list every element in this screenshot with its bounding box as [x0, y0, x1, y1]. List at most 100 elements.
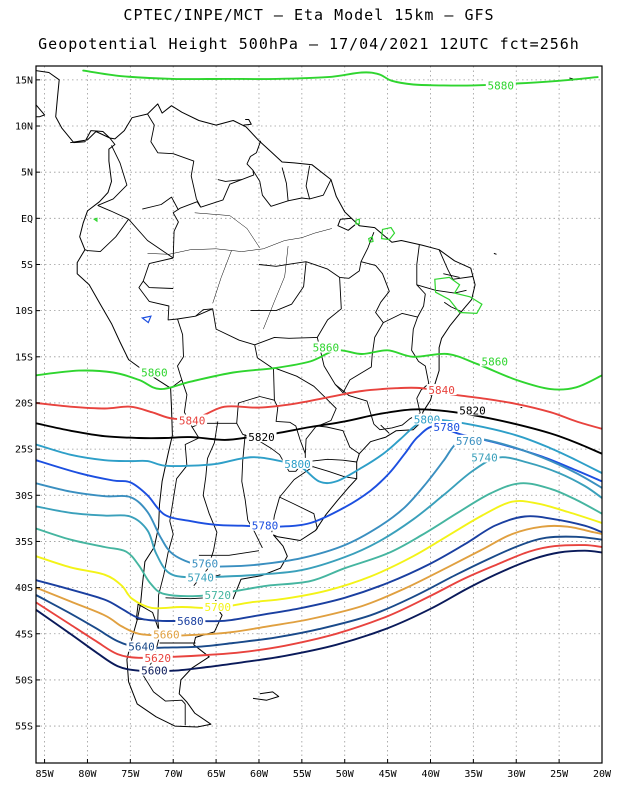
- lat-tick-label: 15S: [15, 352, 33, 363]
- closed-contour: [380, 226, 396, 241]
- contour-labels: 5880586058605860584058405820582058005800…: [126, 79, 516, 678]
- lon-tick-label: 25W: [550, 769, 569, 780]
- contour-line-5800: [36, 418, 602, 485]
- contour-label-bg: [249, 519, 280, 531]
- river-line: [194, 212, 261, 249]
- contour-label: 5860: [141, 366, 168, 379]
- border-line: [200, 140, 262, 208]
- closed-contour: [368, 235, 374, 244]
- contour-label: 5760: [192, 558, 219, 571]
- border-line: [142, 280, 174, 289]
- lon-tick-label: 65W: [207, 769, 226, 780]
- river-line: [212, 250, 232, 304]
- border-line: [198, 550, 260, 556]
- contour-line-5640: [36, 535, 602, 650]
- lat-tick-label: 35S: [15, 537, 33, 548]
- contour-label: 5660: [153, 629, 180, 642]
- contour-label: 5700: [205, 601, 232, 614]
- map-frame: [35, 65, 603, 764]
- border-line: [138, 257, 178, 321]
- contour-label-bg: [151, 628, 182, 640]
- contour-label: 5840: [179, 415, 206, 428]
- coastline: [243, 119, 252, 126]
- lon-tick-label: 60W: [250, 769, 269, 780]
- contour-line-5740: [36, 456, 602, 579]
- contour-label-bg: [139, 664, 170, 676]
- contour-line-5720: [36, 482, 602, 598]
- contour-label: 5780: [434, 421, 461, 434]
- border-line: [416, 284, 467, 294]
- contour-label-bg: [202, 588, 233, 600]
- border-line: [373, 412, 421, 431]
- lat-tick-label: 50S: [15, 675, 33, 686]
- coastline: [135, 603, 160, 633]
- lon-tick-label: 35W: [464, 769, 483, 780]
- isolated-contours: [93, 217, 483, 324]
- border-line: [241, 434, 263, 549]
- border-line: [279, 496, 318, 531]
- contour-line-5680: [36, 515, 602, 623]
- contour-line-5660: [36, 524, 602, 637]
- contour-label-bg: [426, 384, 457, 396]
- lat-tick-label: 25S: [15, 445, 33, 456]
- lat-tick-label: 40S: [15, 583, 33, 594]
- border-line: [380, 424, 390, 434]
- contour-label-bg: [189, 557, 220, 569]
- border-line: [97, 204, 129, 220]
- border-line: [97, 145, 128, 206]
- contour-label-bg: [479, 355, 510, 367]
- contour-label: 5600: [141, 665, 168, 678]
- map-data-layer: 5880586058605860584058405820582058005800…: [36, 36, 602, 728]
- contour-label-bg: [142, 651, 173, 663]
- lon-tick-label: 50W: [336, 769, 355, 780]
- country-state-borders: [84, 113, 473, 726]
- contour-line-5840: [36, 386, 602, 430]
- rivers: [147, 212, 332, 330]
- contour-label: 5780: [252, 520, 279, 533]
- coastline: [493, 252, 497, 255]
- lon-tick-label: 40W: [421, 769, 440, 780]
- contour-label: 5840: [428, 384, 455, 397]
- lat-tick-label: EQ: [21, 214, 33, 225]
- border-line: [443, 273, 460, 278]
- contour-label: 5720: [205, 589, 232, 602]
- contour-label-bg: [177, 414, 208, 426]
- lat-tick-label: 5S: [21, 260, 33, 271]
- contour-label: 5620: [145, 652, 172, 665]
- contour-label-bg: [485, 79, 516, 91]
- river-line: [147, 228, 332, 255]
- river-line: [263, 245, 289, 330]
- border-line: [217, 179, 242, 182]
- contour-line-5600: [36, 549, 602, 673]
- contour-label-bg: [126, 640, 157, 652]
- lat-tick-label: 20S: [15, 398, 33, 409]
- contour-label-bg: [246, 431, 277, 443]
- contour-label-bg: [431, 420, 462, 432]
- border-line: [312, 466, 357, 480]
- border-line: [411, 316, 430, 414]
- coastline: [36, 104, 46, 118]
- border-line: [312, 458, 357, 463]
- lat-tick-label: 10N: [15, 122, 33, 133]
- contour-label-bg: [282, 457, 313, 469]
- lon-tick-label: 30W: [507, 769, 526, 780]
- border-line: [147, 113, 202, 208]
- border-line: [254, 336, 318, 346]
- contour-label-bg: [412, 413, 443, 425]
- border-line: [252, 167, 289, 207]
- coastline: [163, 36, 173, 48]
- contour-label: 5800: [284, 458, 311, 471]
- border-line: [317, 425, 360, 455]
- border-line: [273, 400, 306, 454]
- contour-label-bg: [139, 366, 170, 378]
- contour-label: 5680: [177, 615, 204, 628]
- contour-label: 5760: [456, 435, 483, 448]
- contour-label-bg: [310, 341, 341, 353]
- contour-label-bg: [202, 600, 233, 612]
- lat-tick-label: 10S: [15, 306, 33, 317]
- closed-contour: [434, 276, 483, 315]
- contour-line-5620: [36, 544, 602, 659]
- contour-label: 5820: [459, 404, 486, 417]
- lat-tick-label: 30S: [15, 491, 33, 502]
- coastline: [337, 217, 356, 231]
